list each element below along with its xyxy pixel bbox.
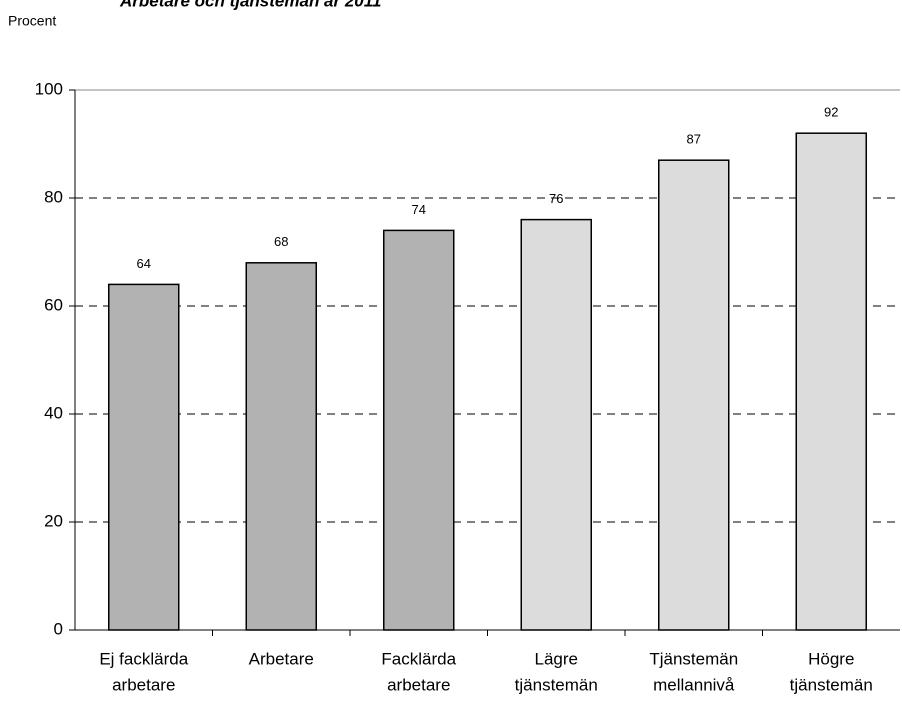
- value-label: 76: [549, 191, 563, 206]
- x-tick-label: Arbetare: [249, 649, 314, 668]
- y-tick-label: 80: [44, 187, 63, 206]
- x-tick-label: Ej facklärda: [99, 649, 188, 668]
- y-tick-label: 100: [35, 79, 63, 98]
- x-tick-label: mellannivå: [653, 675, 735, 694]
- x-tick-label: Facklärda: [381, 649, 456, 668]
- y-tick-label: 60: [44, 295, 63, 314]
- y-tick-label: 20: [44, 511, 63, 530]
- y-tick-label: 40: [44, 403, 63, 422]
- x-tick-label: tjänstemän: [515, 675, 598, 694]
- value-label: 64: [137, 256, 151, 271]
- x-tick-label: Tjänstemän: [649, 649, 738, 668]
- bar: [795, 132, 867, 631]
- value-label: 87: [687, 132, 701, 147]
- value-label: 68: [274, 234, 288, 249]
- chart-title: Arbetare och tjänstemän år 2011: [119, 0, 381, 10]
- bar: [383, 229, 455, 631]
- bar: [108, 283, 180, 631]
- bar: [245, 262, 317, 631]
- x-tick-label: tjänstemän: [790, 675, 873, 694]
- value-label: 92: [824, 105, 838, 120]
- bar: [520, 218, 592, 631]
- x-tick-label: Högre: [808, 649, 854, 668]
- bar: [658, 159, 730, 631]
- x-tick-label: arbetare: [112, 675, 175, 694]
- x-tick-label: arbetare: [387, 675, 450, 694]
- y-axis-label: Procent: [8, 13, 56, 29]
- value-label: 74: [412, 202, 426, 217]
- y-tick-label: 0: [54, 619, 63, 638]
- x-tick-label: Lägre: [535, 649, 578, 668]
